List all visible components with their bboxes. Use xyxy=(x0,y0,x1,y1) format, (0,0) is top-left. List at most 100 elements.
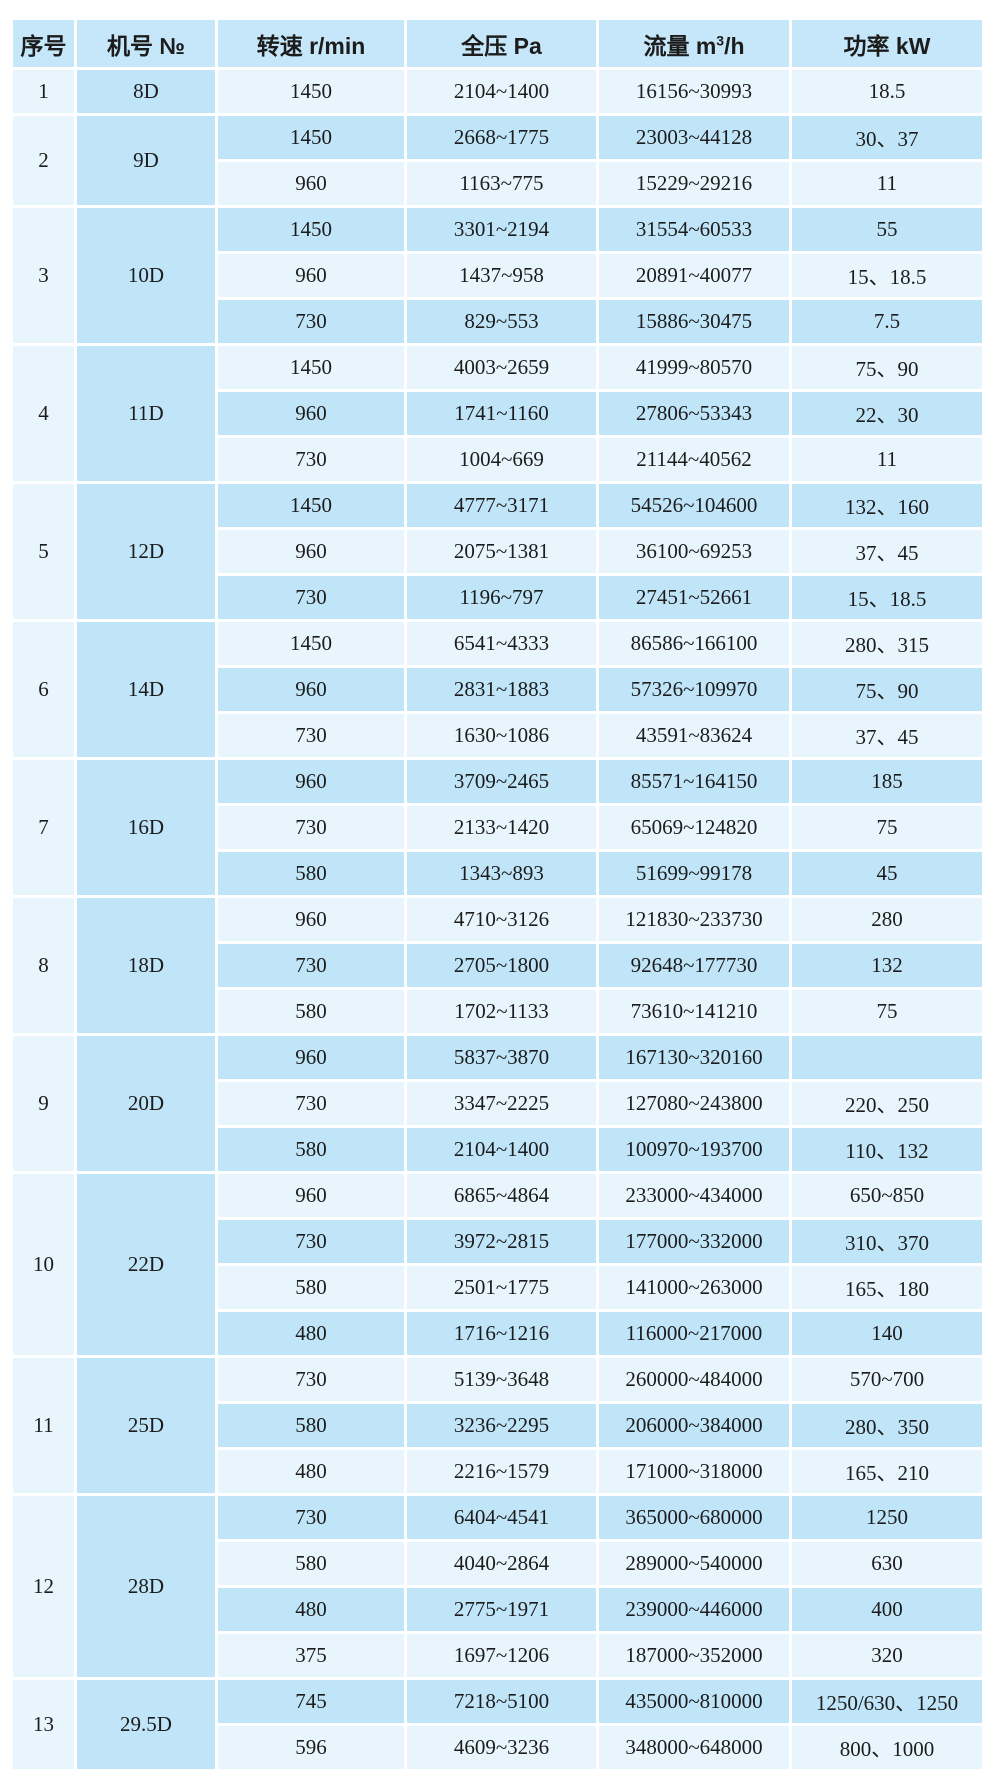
column-header-label: 流量 m xyxy=(643,32,717,59)
table-row: 730 2705~1800 92648~177730 132 xyxy=(13,944,982,987)
flow-cell: 15886~30475 xyxy=(599,300,789,343)
pressure-cell: 4040~2864 xyxy=(407,1542,596,1585)
column-header-label: 机号 № xyxy=(106,32,186,59)
table-row: 960 1741~1160 27806~53343 22、30 xyxy=(13,392,982,435)
table-row: 960 2831~1883 57326~109970 75、90 xyxy=(13,668,982,711)
table-row: 580 3236~2295 206000~384000 280、350 xyxy=(13,1404,982,1447)
column-header-model: 机号 № xyxy=(77,20,215,67)
flow-cell: 348000~648000 xyxy=(599,1726,789,1769)
speed-cell: 596 xyxy=(218,1726,404,1769)
model-cell: 8D xyxy=(77,70,215,113)
power-cell: 11 xyxy=(792,438,982,481)
power-cell: 650~850 xyxy=(792,1174,982,1217)
flow-cell: 57326~109970 xyxy=(599,668,789,711)
flow-cell: 141000~263000 xyxy=(599,1266,789,1309)
power-cell: 18.5 xyxy=(792,70,982,113)
pressure-cell: 2133~1420 xyxy=(407,806,596,849)
power-cell: 310、370 xyxy=(792,1220,982,1263)
speed-cell: 375 xyxy=(218,1634,404,1677)
speed-cell: 960 xyxy=(218,530,404,573)
flow-cell: 20891~40077 xyxy=(599,254,789,297)
pressure-cell: 4003~2659 xyxy=(407,346,596,389)
flow-cell: 51699~99178 xyxy=(599,852,789,895)
model-cell: 16D xyxy=(77,760,215,895)
table-row: 580 2104~1400 100970~193700 110、132 xyxy=(13,1128,982,1171)
flow-cell: 206000~384000 xyxy=(599,1404,789,1447)
power-cell: 570~700 xyxy=(792,1358,982,1401)
flow-cell: 85571~164150 xyxy=(599,760,789,803)
model-cell: 20D xyxy=(77,1036,215,1171)
model-cell: 25D xyxy=(77,1358,215,1493)
flow-cell: 121830~233730 xyxy=(599,898,789,941)
power-cell: 630 xyxy=(792,1542,982,1585)
flow-cell: 289000~540000 xyxy=(599,1542,789,1585)
pressure-cell: 1163~775 xyxy=(407,162,596,205)
speed-cell: 730 xyxy=(218,1220,404,1263)
model-cell: 12D xyxy=(77,484,215,619)
speed-cell: 480 xyxy=(218,1588,404,1631)
pressure-cell: 5139~3648 xyxy=(407,1358,596,1401)
speed-cell: 745 xyxy=(218,1680,404,1723)
power-cell: 1250 xyxy=(792,1496,982,1539)
pressure-cell: 2501~1775 xyxy=(407,1266,596,1309)
table-row: 4 11D 1450 4003~2659 41999~80570 75、90 xyxy=(13,346,982,481)
flow-cell: 16156~30993 xyxy=(599,70,789,113)
pressure-cell: 1004~669 xyxy=(407,438,596,481)
table-row: 480 2216~1579 171000~318000 165、210 xyxy=(13,1450,982,1493)
column-header-pressure: 全压 Pa xyxy=(407,20,596,67)
column-header-label: 全压 Pa xyxy=(461,32,542,59)
power-cell: 132、160 xyxy=(792,484,982,527)
speed-cell: 1450 xyxy=(218,484,404,527)
power-cell: 320 xyxy=(792,1634,982,1677)
pressure-cell: 3709~2465 xyxy=(407,760,596,803)
pressure-cell: 1741~1160 xyxy=(407,392,596,435)
table-row: 480 1716~1216 116000~217000 140 xyxy=(13,1312,982,1355)
flow-cell: 187000~352000 xyxy=(599,1634,789,1677)
speed-cell: 730 xyxy=(218,1496,404,1539)
table-row: 960 1163~775 15229~29216 11 xyxy=(13,162,982,205)
table-row: 730 1004~669 21144~40562 11 xyxy=(13,438,982,481)
speed-cell: 960 xyxy=(218,254,404,297)
power-cell: 55 xyxy=(792,208,982,251)
pressure-cell: 5837~3870 xyxy=(407,1036,596,1079)
table-row: 3 10D 1450 3301~2194 31554~60533 55 xyxy=(13,208,982,343)
pressure-cell: 2216~1579 xyxy=(407,1450,596,1493)
table-row: 8 18D 960 4710~3126 121830~233730 280 xyxy=(13,898,982,1033)
column-header-seq: 序号 xyxy=(13,20,74,67)
power-cell: 1250/630、1250 xyxy=(792,1680,982,1723)
table-row: 10 22D 960 6865~4864 233000~434000 650~850 xyxy=(13,1174,982,1355)
speed-cell: 730 xyxy=(218,806,404,849)
power-cell: 37、45 xyxy=(792,530,982,573)
speed-cell: 960 xyxy=(218,668,404,711)
pressure-cell: 1702~1133 xyxy=(407,990,596,1033)
speed-cell: 480 xyxy=(218,1450,404,1493)
speed-cell: 960 xyxy=(218,1174,404,1217)
column-header-label: 转速 r/min xyxy=(256,32,366,59)
column-header-label: 序号 xyxy=(20,32,67,59)
table-row: 580 2501~1775 141000~263000 165、180 xyxy=(13,1266,982,1309)
pressure-cell: 1196~797 xyxy=(407,576,596,619)
model-cell: 10D xyxy=(77,208,215,343)
pressure-cell: 2775~1971 xyxy=(407,1588,596,1631)
flow-cell: 260000~484000 xyxy=(599,1358,789,1401)
seq-cell: 9 xyxy=(13,1036,74,1171)
pressure-cell: 6404~4541 xyxy=(407,1496,596,1539)
pressure-cell: 2668~1775 xyxy=(407,116,596,159)
power-cell: 75 xyxy=(792,806,982,849)
pressure-cell: 1437~958 xyxy=(407,254,596,297)
table-row: 580 4040~2864 289000~540000 630 xyxy=(13,1542,982,1585)
model-cell: 22D xyxy=(77,1174,215,1355)
column-header-speed: 转速 r/min xyxy=(218,20,404,67)
table-row: 730 1630~1086 43591~83624 37、45 xyxy=(13,714,982,757)
pressure-cell: 3236~2295 xyxy=(407,1404,596,1447)
table-row: 730 1196~797 27451~52661 15、18.5 xyxy=(13,576,982,619)
flow-cell: 15229~29216 xyxy=(599,162,789,205)
pressure-cell: 4609~3236 xyxy=(407,1726,596,1769)
table-row: 7 16D 960 3709~2465 85571~164150 185 xyxy=(13,760,982,895)
speed-cell: 1450 xyxy=(218,208,404,251)
table-row: 5 12D 1450 4777~3171 54526~104600 132、160 xyxy=(13,484,982,619)
table-body: 1 8D 1450 2104~1400 16156~30993 18.5 2 9D 1450 26… xyxy=(13,70,982,1769)
flow-cell: 171000~318000 xyxy=(599,1450,789,1493)
table-row: 9 20D 960 5837~3870 167130~320160 xyxy=(13,1036,982,1171)
